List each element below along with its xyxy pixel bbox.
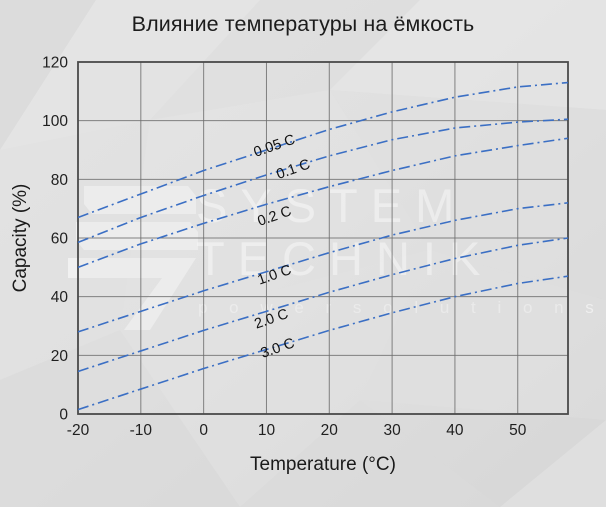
y-tick-label: 20 <box>51 348 69 365</box>
x-tick-label: -20 <box>67 422 90 439</box>
y-tick-label: 40 <box>51 289 69 306</box>
x-tick-label: 0 <box>199 422 208 439</box>
x-tick-label: 30 <box>383 422 401 439</box>
y-tick-label: 0 <box>59 407 68 424</box>
x-tick-label: 10 <box>258 422 276 439</box>
series-line-3-0-C <box>78 275 568 411</box>
series-line-2-0-C <box>78 237 568 373</box>
y-tick-label: 100 <box>42 113 68 130</box>
x-tick-label: 20 <box>321 422 339 439</box>
y-tick-label: 60 <box>51 231 69 248</box>
x-tick-label: 40 <box>446 422 464 439</box>
x-tick-labels: -20 -10 0 10 20 30 40 50 <box>67 422 527 439</box>
y-tick-labels: 0 20 40 60 80 100 120 <box>42 55 68 424</box>
x-tick-label: -10 <box>130 422 153 439</box>
x-tick-label: 50 <box>509 422 527 439</box>
y-tick-label: 80 <box>51 172 69 189</box>
chart-title: Влияние температуры на ёмкость <box>131 12 475 36</box>
x-axis-title: Temperature (°C) <box>250 454 396 475</box>
y-tick-label: 120 <box>42 55 68 72</box>
y-axis-title: Capacity (%) <box>10 184 31 293</box>
